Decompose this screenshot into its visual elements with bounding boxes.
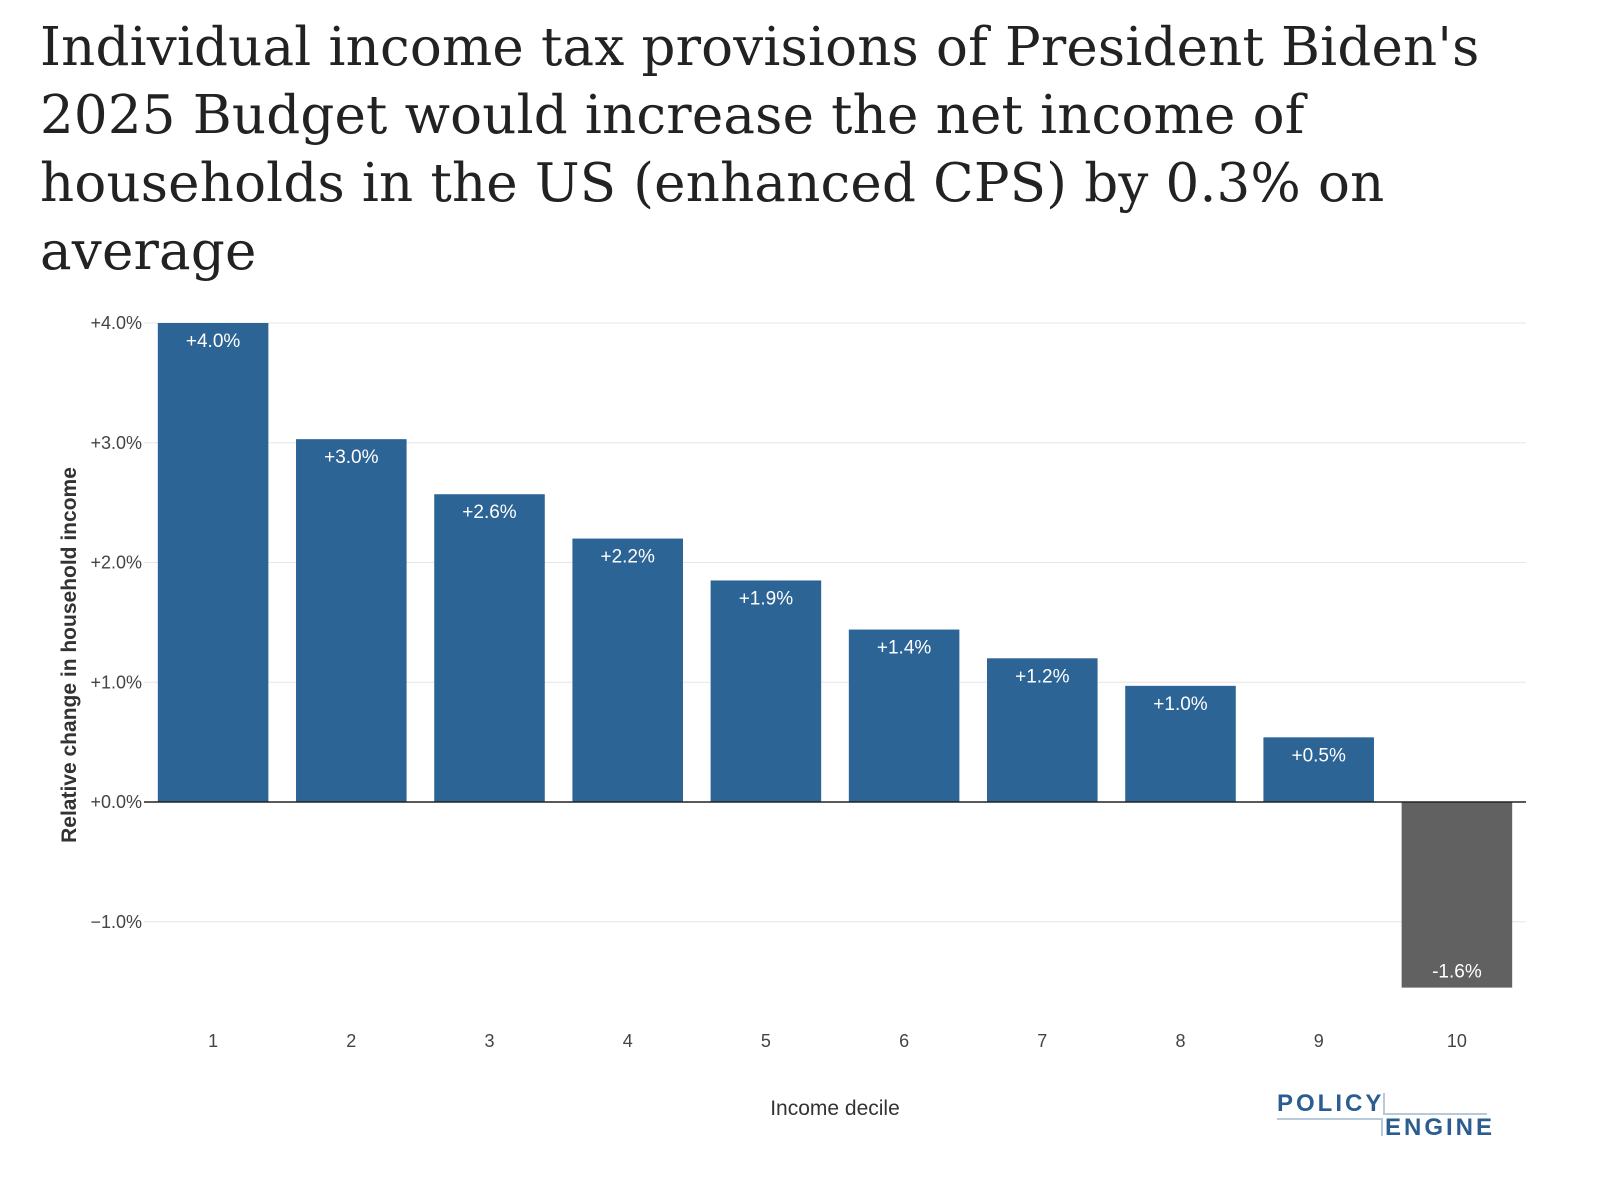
bar-data-label: +0.5% <box>1291 745 1346 766</box>
x-tick-label: 10 <box>1447 1031 1467 1051</box>
x-axis-title: Income decile <box>770 1097 900 1120</box>
bar <box>848 629 960 802</box>
x-tick-label: 9 <box>1314 1031 1324 1051</box>
x-tick-label: 5 <box>761 1031 771 1051</box>
bar <box>434 494 545 802</box>
x-tick-label: 4 <box>623 1031 633 1051</box>
x-tick-label: 1 <box>208 1031 218 1051</box>
bar-data-label: +3.0% <box>324 447 379 468</box>
bar-data-label: +2.2% <box>600 547 655 568</box>
y-tick-label: +0.0% <box>90 792 142 812</box>
y-axis-title: Relative change in household income <box>58 467 81 843</box>
bar-data-label: +1.4% <box>877 638 932 659</box>
y-tick-label: +4.0% <box>90 313 142 333</box>
chart-title: Individual income tax provisions of Pres… <box>40 17 1480 282</box>
bar <box>1401 802 1513 988</box>
bar-data-label: +4.0% <box>186 331 241 352</box>
bar-data-labels: +4.0% +3.0% +2.6% +2.2% +1.9% +1.4% +1.2% +1.0%… <box>186 331 1482 983</box>
bar-data-label: +1.9% <box>739 588 794 609</box>
bar <box>710 580 822 802</box>
y-tick-label: −1.0% <box>90 912 142 932</box>
x-axis-ticks: 1 2 3 4 5 6 7 8 9 10 <box>208 1031 1467 1051</box>
bar <box>296 439 407 802</box>
bar <box>1125 685 1236 802</box>
x-tick-label: 7 <box>1037 1031 1047 1051</box>
policyengine-logo: POLICY ENGINE <box>1277 1090 1492 1141</box>
y-axis-ticks: −1.0% +0.0% +1.0% +2.0% +3.0% +4.0% <box>90 313 142 932</box>
x-tick-label: 3 <box>484 1031 494 1051</box>
bar-data-label: +1.0% <box>1153 694 1208 715</box>
bar-data-label: -1.6% <box>1432 962 1482 983</box>
y-tick-label: +3.0% <box>90 433 142 453</box>
logo-rule <box>1381 1118 1383 1136</box>
logo-rule <box>1383 1113 1487 1115</box>
bar <box>987 658 1098 802</box>
y-tick-label: +1.0% <box>90 672 142 692</box>
y-tick-label: +2.0% <box>90 553 142 573</box>
bar <box>572 538 683 802</box>
bars <box>157 323 1513 988</box>
x-tick-label: 8 <box>1175 1031 1185 1051</box>
x-tick-label: 6 <box>899 1031 909 1051</box>
logo-rule <box>1277 1118 1383 1120</box>
bar-data-label: +2.6% <box>462 502 517 523</box>
bar <box>1263 737 1374 802</box>
logo-rule <box>1383 1093 1385 1115</box>
bar-data-label: +1.2% <box>1015 666 1070 687</box>
x-tick-label: 2 <box>346 1031 356 1051</box>
logo-text-engine: ENGINE <box>1385 1114 1496 1141</box>
bar <box>157 323 269 802</box>
logo-text-policy: POLICY <box>1277 1090 1385 1117</box>
